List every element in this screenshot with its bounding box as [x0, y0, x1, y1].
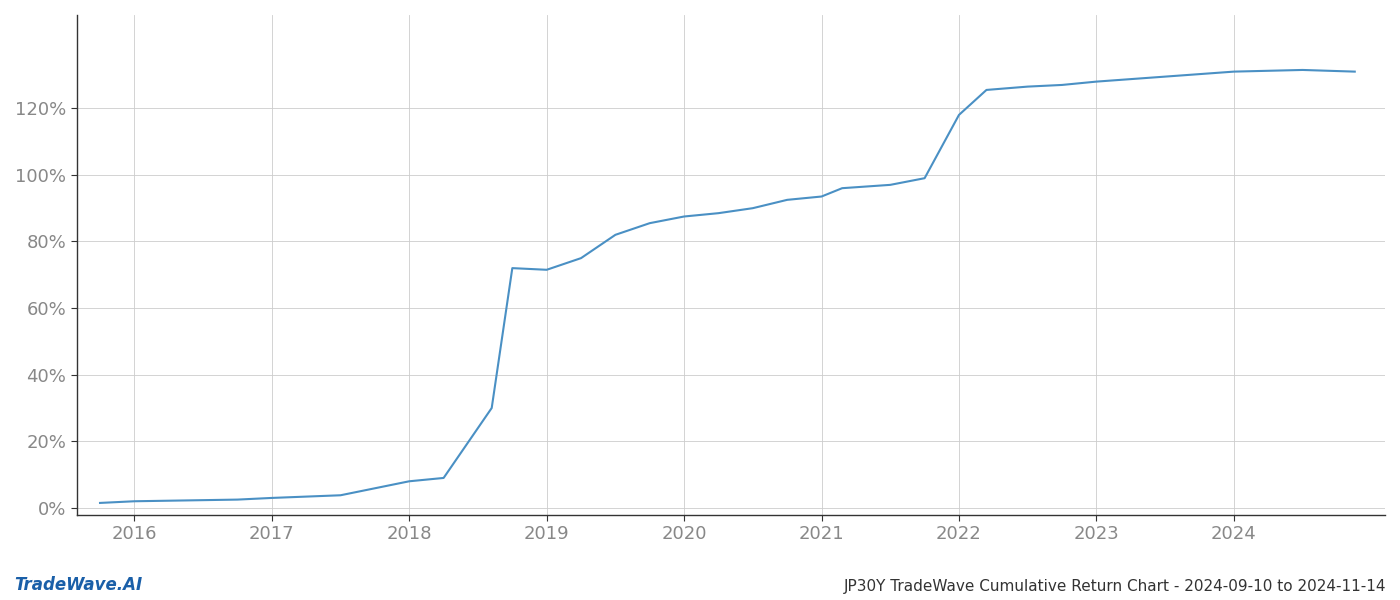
Text: JP30Y TradeWave Cumulative Return Chart - 2024-09-10 to 2024-11-14: JP30Y TradeWave Cumulative Return Chart …	[843, 579, 1386, 594]
Text: TradeWave.AI: TradeWave.AI	[14, 576, 143, 594]
